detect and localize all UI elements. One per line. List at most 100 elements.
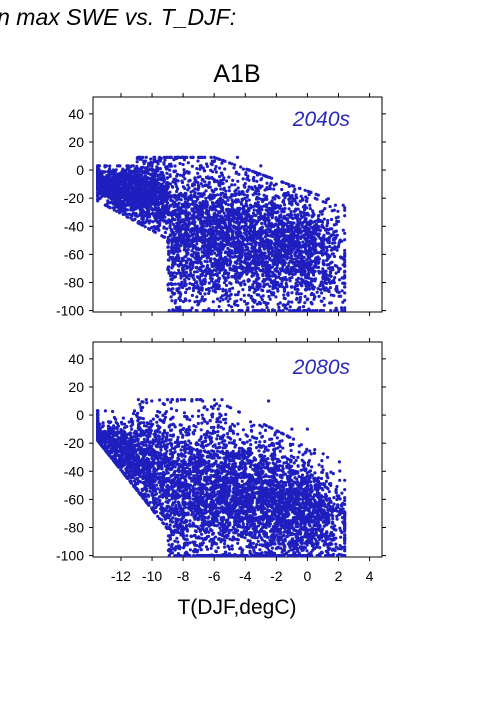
data-point	[244, 199, 249, 203]
data-point	[185, 223, 189, 227]
data-point	[334, 236, 338, 240]
data-point	[280, 285, 285, 289]
data-point	[142, 161, 146, 166]
data-point	[267, 206, 271, 210]
data-point	[261, 256, 265, 260]
data-point	[264, 232, 268, 237]
data-point	[180, 180, 185, 185]
data-point	[343, 238, 347, 242]
data-point	[265, 181, 269, 185]
data-point	[178, 283, 182, 287]
data-point	[105, 202, 109, 206]
data-point	[200, 295, 204, 299]
data-point	[303, 294, 307, 299]
data-point	[340, 308, 344, 312]
data-point	[233, 163, 237, 167]
data-point	[259, 269, 263, 273]
data-point	[247, 206, 251, 210]
data-point	[152, 200, 156, 204]
data-point	[215, 237, 219, 241]
data-point	[291, 231, 296, 235]
data-point	[209, 168, 213, 172]
data-point	[285, 224, 289, 228]
data-point	[217, 305, 221, 309]
data-point	[321, 237, 325, 241]
data-point	[263, 222, 267, 226]
data-point	[135, 214, 139, 218]
data-point	[206, 241, 210, 246]
data-point	[330, 266, 334, 270]
data-point	[318, 236, 322, 240]
data-point	[204, 201, 208, 205]
data-point	[272, 183, 276, 187]
data-point	[215, 232, 220, 236]
data-point	[288, 305, 292, 309]
data-point	[261, 273, 265, 277]
data-point	[229, 212, 233, 216]
data-point	[177, 233, 181, 237]
data-point	[321, 220, 325, 224]
data-point	[279, 249, 283, 253]
data-point	[228, 268, 232, 272]
data-point	[217, 210, 221, 214]
data-point	[308, 207, 312, 211]
data-point	[174, 299, 178, 303]
data-point	[211, 228, 215, 232]
data-point	[268, 187, 272, 191]
data-point	[224, 256, 228, 260]
data-point	[245, 193, 250, 198]
data-point	[147, 164, 151, 168]
data-point	[226, 198, 230, 202]
data-point	[235, 155, 240, 159]
data-point	[246, 174, 250, 178]
data-point	[246, 268, 251, 272]
data-point	[193, 176, 197, 180]
data-point	[163, 158, 167, 162]
data-point	[313, 219, 317, 223]
data-point	[294, 281, 298, 285]
data-point	[273, 309, 277, 313]
data-point	[256, 309, 260, 313]
data-point	[126, 203, 130, 207]
data-point	[239, 283, 243, 287]
data-point	[170, 299, 174, 303]
data-point	[233, 300, 237, 304]
data-point	[233, 303, 237, 307]
data-point	[231, 178, 235, 182]
data-point	[322, 303, 326, 307]
data-point	[273, 246, 277, 250]
data-point	[290, 291, 294, 295]
data-point	[230, 309, 234, 313]
data-point	[224, 288, 228, 292]
data-point	[191, 155, 195, 159]
data-point	[284, 255, 288, 259]
data-point	[268, 230, 272, 234]
data-point	[296, 219, 300, 224]
data-point	[187, 277, 191, 281]
data-point	[195, 280, 199, 284]
data-point	[185, 287, 189, 291]
data-point	[325, 224, 329, 228]
data-point	[339, 255, 343, 259]
data-point	[184, 282, 188, 286]
data-point	[279, 282, 284, 286]
data-point	[203, 292, 207, 296]
data-point	[183, 177, 187, 181]
data-point	[338, 278, 342, 282]
data-point	[239, 165, 243, 169]
data-point	[185, 266, 189, 270]
data-point	[175, 174, 179, 178]
data-point	[157, 173, 161, 177]
data-point	[145, 179, 149, 183]
data-point	[321, 200, 325, 204]
data-point	[295, 308, 299, 313]
data-point	[158, 167, 162, 171]
data-point	[227, 233, 231, 238]
data-point	[222, 211, 226, 215]
data-point	[332, 278, 336, 282]
data-point	[192, 183, 197, 187]
data-point	[166, 267, 170, 271]
data-point	[188, 299, 192, 303]
data-point	[220, 268, 224, 272]
data-point	[321, 248, 326, 252]
